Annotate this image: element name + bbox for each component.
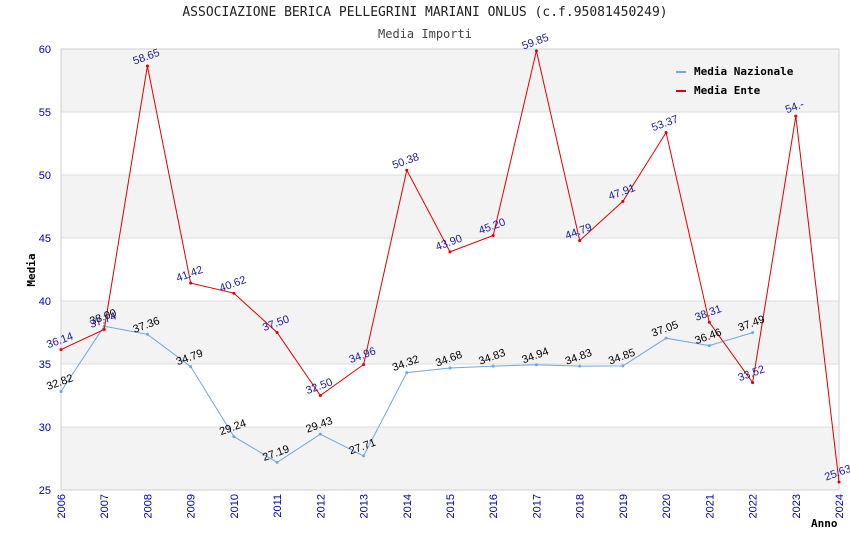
plot-band xyxy=(61,112,839,175)
data-point xyxy=(491,233,495,237)
data-point xyxy=(405,168,409,172)
x-tick-label: 2008 xyxy=(142,494,154,518)
x-tick-label: 2021 xyxy=(704,494,716,518)
x-tick-label: 2007 xyxy=(99,494,111,518)
data-point xyxy=(578,239,582,243)
x-tick-label: 2019 xyxy=(618,494,630,518)
x-tick-label: 2009 xyxy=(186,494,198,518)
plot-band xyxy=(61,364,839,427)
x-tick-label: 2022 xyxy=(748,494,760,518)
x-tick-label: 2015 xyxy=(445,494,457,518)
y-tick-label: 35 xyxy=(39,359,51,371)
data-point xyxy=(189,365,193,369)
x-tick-label: 2017 xyxy=(531,494,543,518)
data-point xyxy=(751,331,755,335)
plot-band xyxy=(61,49,839,112)
data-point xyxy=(707,344,711,348)
chart-title: ASSOCIAZIONE BERICA PELLEGRINI MARIANI O… xyxy=(182,5,668,20)
plot-bands xyxy=(61,49,839,490)
x-axis-label: Anno xyxy=(811,517,838,530)
data-point xyxy=(232,435,236,439)
legend-label: Media Nazionale xyxy=(694,65,794,78)
data-point xyxy=(362,363,366,367)
y-tick-label: 45 xyxy=(39,233,51,245)
data-point xyxy=(405,371,409,375)
x-tick-label: 2011 xyxy=(272,494,284,518)
legend: Media Nazionale Media Ente xyxy=(676,65,794,97)
data-point xyxy=(275,331,279,334)
data-point xyxy=(362,454,366,458)
x-tick-label: 2023 xyxy=(791,494,803,518)
x-tick-label: 2006 xyxy=(56,494,68,518)
data-point xyxy=(751,381,755,385)
x-axis-ticks: 2006 2007 2008 2009 2010 2011 2012 2013 2014 2015… xyxy=(56,494,846,518)
y-tick-label: 25 xyxy=(39,485,51,497)
y-tick-label: 50 xyxy=(39,170,51,182)
data-point xyxy=(491,364,495,368)
data-point xyxy=(59,389,63,393)
data-point xyxy=(318,394,322,397)
data-point xyxy=(275,460,279,464)
data-point xyxy=(448,250,452,254)
data-point xyxy=(145,64,149,68)
data-point xyxy=(318,432,322,436)
data-point xyxy=(102,327,106,331)
data-point xyxy=(837,480,841,484)
data-point xyxy=(621,364,625,368)
y-axis-label: Media xyxy=(25,253,38,286)
x-tick-label: 2012 xyxy=(315,494,327,518)
plot-band xyxy=(61,301,839,364)
y-axis-ticks: 25 30 35 40 45 50 55 60 xyxy=(39,44,51,497)
series-lines xyxy=(59,49,841,484)
y-tick-label: 30 xyxy=(39,422,51,434)
data-point xyxy=(794,114,798,118)
y-tick-label: 60 xyxy=(39,44,51,56)
data-point xyxy=(145,332,149,336)
data-point xyxy=(232,291,236,295)
legend-label: Media Ente xyxy=(694,84,761,97)
x-tick-label: 2010 xyxy=(229,494,241,518)
plot-band xyxy=(61,238,839,301)
x-tick-label: 2024 xyxy=(834,494,846,518)
chart-subtitle: Media Importi xyxy=(378,27,472,41)
plot-area xyxy=(60,48,840,491)
x-tick-label: 2020 xyxy=(661,494,673,518)
data-point xyxy=(534,49,538,53)
data-point xyxy=(664,131,668,135)
x-tick-label: 2018 xyxy=(575,494,587,518)
data-point xyxy=(189,281,193,285)
y-tick-label: 55 xyxy=(39,107,51,119)
x-tick-label: 2016 xyxy=(488,494,500,518)
x-tick-label: 2013 xyxy=(359,494,371,518)
data-point xyxy=(448,366,452,370)
data-point xyxy=(664,336,668,340)
plot-band xyxy=(61,427,839,490)
data-point xyxy=(621,199,625,203)
data-point xyxy=(534,363,538,367)
x-tick-label: 2014 xyxy=(402,494,414,518)
data-point xyxy=(578,364,582,368)
y-tick-label: 40 xyxy=(39,296,51,308)
data-point xyxy=(59,348,63,352)
data-point xyxy=(707,320,711,324)
plot-band xyxy=(61,175,839,238)
